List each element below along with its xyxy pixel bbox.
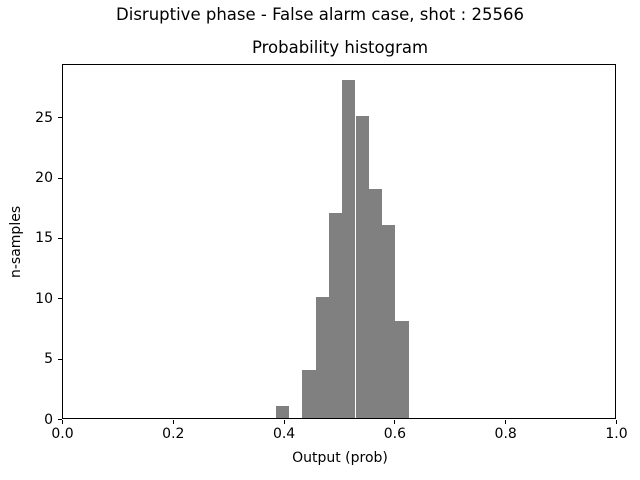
histogram-bar (342, 79, 356, 418)
plot-area (62, 64, 616, 419)
y-tick-mark (58, 177, 62, 179)
histogram-bar (355, 116, 369, 418)
x-tick-mark (616, 420, 617, 424)
histogram-bar (315, 297, 329, 418)
histogram-bar (368, 188, 383, 418)
y-tick-label: 20 (35, 170, 53, 186)
x-tick-mark (394, 420, 396, 424)
x-tick-label: 0.6 (383, 426, 407, 442)
y-tick-label: 25 (35, 109, 53, 126)
y-tick-mark (58, 237, 62, 239)
x-tick-label: 0.8 (494, 426, 517, 442)
figure-suptitle: Disruptive phase - False alarm case, sho… (116, 5, 524, 24)
histogram-bar (275, 405, 290, 418)
x-tick-mark (283, 420, 285, 424)
histogram-bar (395, 321, 409, 418)
x-tick-label: 0.2 (162, 426, 185, 442)
y-tick-mark (58, 358, 62, 360)
x-tick-label: 0.0 (51, 426, 74, 442)
y-tick-mark (58, 419, 62, 420)
x-tick-label: 0.4 (272, 426, 296, 442)
x-tick-label: 1.0 (605, 426, 628, 442)
histogram-bar (302, 369, 316, 418)
y-tick-mark (58, 298, 62, 300)
y-tick-label: 0 (44, 411, 53, 428)
x-tick-mark (505, 420, 507, 424)
chart-title: Probability histogram (251, 38, 429, 57)
histogram-bar (382, 224, 396, 418)
x-axis-label: Output (prob) (292, 450, 388, 466)
y-tick-mark (58, 117, 62, 119)
y-tick-label: 10 (35, 290, 53, 307)
y-tick-label: 5 (44, 351, 53, 368)
y-tick-label: 15 (35, 230, 53, 247)
histogram-bar (328, 212, 343, 418)
x-tick-mark (62, 420, 63, 424)
x-tick-mark (172, 420, 174, 424)
